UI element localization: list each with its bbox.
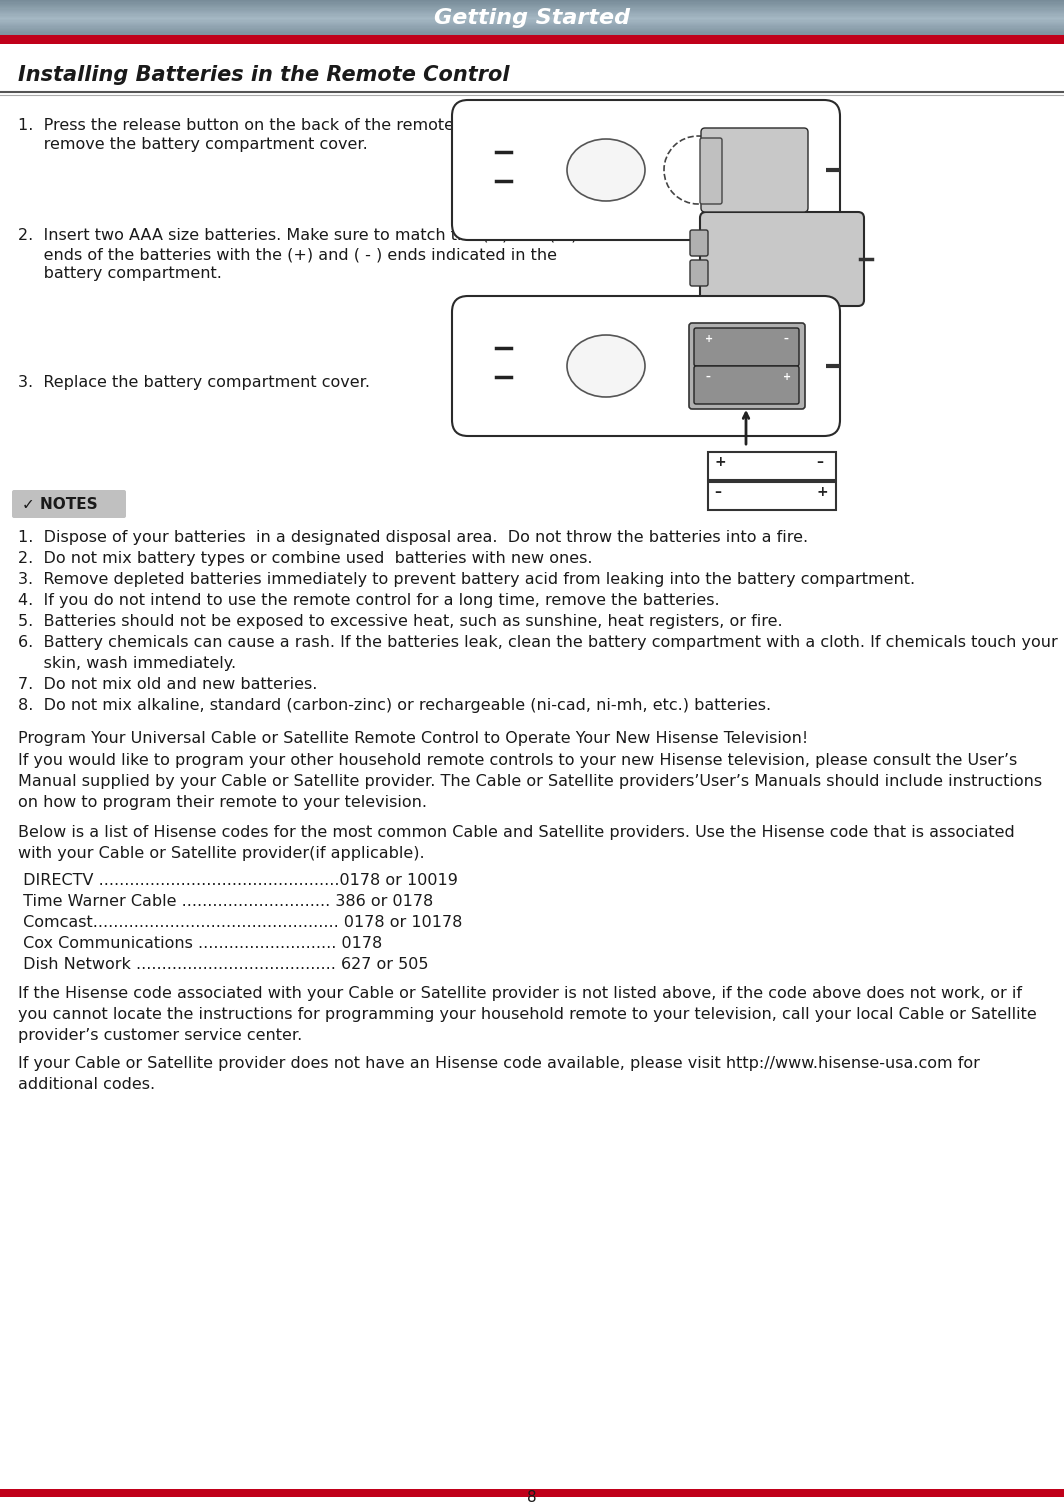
Text: +: + (783, 373, 792, 382)
Text: –: – (714, 485, 721, 499)
Text: +: + (816, 485, 828, 499)
Text: Cox Communications ........................... 0178: Cox Communications .....................… (18, 936, 382, 951)
FancyBboxPatch shape (452, 101, 839, 240)
FancyBboxPatch shape (708, 482, 836, 510)
FancyBboxPatch shape (0, 6, 1064, 8)
Text: –: – (783, 334, 787, 344)
Text: 8: 8 (527, 1491, 537, 1503)
Text: 1.  Press the release button on the back of the remote control to: 1. Press the release button on the back … (18, 119, 536, 132)
FancyBboxPatch shape (0, 26, 1064, 27)
FancyBboxPatch shape (0, 30, 1064, 32)
FancyBboxPatch shape (0, 8, 1064, 9)
FancyBboxPatch shape (0, 2, 1064, 3)
Text: ✓ NOTES: ✓ NOTES (22, 497, 98, 513)
Text: +: + (705, 334, 713, 344)
FancyBboxPatch shape (0, 35, 1064, 36)
Text: –: – (705, 373, 710, 382)
FancyBboxPatch shape (0, 29, 1064, 30)
FancyBboxPatch shape (701, 128, 808, 212)
Text: Below is a list of Hisense codes for the most common Cable and Satellite provide: Below is a list of Hisense codes for the… (18, 825, 1015, 840)
FancyBboxPatch shape (0, 9, 1064, 11)
FancyBboxPatch shape (0, 23, 1064, 24)
Text: remove the battery compartment cover.: remove the battery compartment cover. (18, 137, 368, 152)
FancyBboxPatch shape (0, 5, 1064, 6)
Text: If you would like to program your other household remote controls to your new Hi: If you would like to program your other … (18, 753, 1017, 768)
Text: –: – (816, 455, 822, 469)
Text: Getting Started: Getting Started (434, 8, 630, 27)
Text: skin, wash immediately.: skin, wash immediately. (18, 655, 236, 670)
FancyBboxPatch shape (708, 452, 836, 479)
FancyBboxPatch shape (0, 21, 1064, 24)
Text: +: + (714, 455, 726, 469)
FancyBboxPatch shape (0, 18, 1064, 20)
Text: 1.  Dispose of your batteries  in a designated disposal area.  Do not throw the : 1. Dispose of your batteries in a design… (18, 531, 809, 546)
FancyBboxPatch shape (0, 11, 1064, 12)
FancyBboxPatch shape (0, 24, 1064, 26)
Text: on how to program their remote to your television.: on how to program their remote to your t… (18, 795, 427, 810)
Text: 2.  Insert two AAA size batteries. Make sure to match the (+) and ( - ): 2. Insert two AAA size batteries. Make s… (18, 228, 578, 243)
Ellipse shape (567, 138, 645, 201)
FancyBboxPatch shape (0, 12, 1064, 14)
FancyBboxPatch shape (0, 1489, 1064, 1497)
Text: 5.  Batteries should not be exposed to excessive heat, such as sunshine, heat re: 5. Batteries should not be exposed to ex… (18, 615, 783, 628)
FancyBboxPatch shape (0, 35, 1064, 44)
Text: Installing Batteries in the Remote Control: Installing Batteries in the Remote Contr… (18, 65, 510, 86)
FancyBboxPatch shape (0, 27, 1064, 29)
Text: 7.  Do not mix old and new batteries.: 7. Do not mix old and new batteries. (18, 676, 317, 691)
Text: 4.  If you do not intend to use the remote control for a long time, remove the b: 4. If you do not intend to use the remot… (18, 594, 719, 609)
FancyBboxPatch shape (0, 17, 1064, 18)
FancyBboxPatch shape (700, 138, 722, 204)
FancyBboxPatch shape (700, 212, 864, 307)
FancyBboxPatch shape (0, 14, 1064, 15)
FancyBboxPatch shape (689, 323, 805, 409)
Text: If your Cable or Satellite provider does not have an Hisense code available, ple: If your Cable or Satellite provider does… (18, 1057, 980, 1072)
Text: 3.  Replace the battery compartment cover.: 3. Replace the battery compartment cover… (18, 376, 370, 389)
Text: Manual supplied by your Cable or Satellite provider. The Cable or Satellite prov: Manual supplied by your Cable or Satelli… (18, 774, 1042, 789)
FancyBboxPatch shape (12, 490, 126, 519)
Text: 6.  Battery chemicals can cause a rash. If the batteries leak, clean the battery: 6. Battery chemicals can cause a rash. I… (18, 634, 1058, 649)
Text: 3.  Remove depleted batteries immediately to prevent battery acid from leaking i: 3. Remove depleted batteries immediately… (18, 573, 915, 588)
Text: ends of the batteries with the (+) and ( - ) ends indicated in the: ends of the batteries with the (+) and (… (18, 246, 556, 262)
FancyBboxPatch shape (0, 27, 1064, 29)
Text: Program Your Universal Cable or Satellite Remote Control to Operate Your New His: Program Your Universal Cable or Satellit… (18, 730, 809, 745)
Text: additional codes.: additional codes. (18, 1078, 155, 1093)
Text: 2.  Do not mix battery types or combine used  batteries with new ones.: 2. Do not mix battery types or combine u… (18, 552, 593, 567)
FancyBboxPatch shape (0, 0, 1064, 2)
Text: Comcast................................................ 0178 or 10178: Comcast.................................… (18, 915, 463, 930)
FancyBboxPatch shape (689, 230, 708, 256)
FancyBboxPatch shape (0, 21, 1064, 23)
Text: with your Cable or Satellite provider(if applicable).: with your Cable or Satellite provider(if… (18, 846, 425, 861)
FancyBboxPatch shape (694, 367, 799, 404)
Text: DIRECTV ...............................................0178 or 10019: DIRECTV ................................… (18, 873, 458, 888)
FancyBboxPatch shape (0, 15, 1064, 18)
FancyBboxPatch shape (689, 260, 708, 286)
Ellipse shape (567, 335, 645, 397)
Text: Dish Network ....................................... 627 or 505: Dish Network ...........................… (18, 957, 429, 972)
Text: provider’s customer service center.: provider’s customer service center. (18, 1028, 302, 1043)
FancyBboxPatch shape (0, 32, 1064, 33)
FancyBboxPatch shape (0, 33, 1064, 35)
Text: If the Hisense code associated with your Cable or Satellite provider is not list: If the Hisense code associated with your… (18, 986, 1023, 1001)
Text: you cannot locate the instructions for programming your household remote to your: you cannot locate the instructions for p… (18, 1007, 1036, 1022)
Text: Time Warner Cable ............................. 386 or 0178: Time Warner Cable ......................… (18, 894, 433, 909)
FancyBboxPatch shape (0, 3, 1064, 6)
Text: battery compartment.: battery compartment. (18, 266, 222, 281)
FancyBboxPatch shape (0, 3, 1064, 5)
FancyBboxPatch shape (0, 9, 1064, 12)
FancyBboxPatch shape (0, 33, 1064, 35)
FancyBboxPatch shape (452, 296, 839, 436)
FancyBboxPatch shape (0, 20, 1064, 21)
FancyBboxPatch shape (694, 328, 799, 367)
Text: 8.  Do not mix alkaline, standard (carbon-zinc) or rechargeable (ni-cad, ni-mh, : 8. Do not mix alkaline, standard (carbon… (18, 697, 771, 712)
FancyBboxPatch shape (0, 15, 1064, 17)
